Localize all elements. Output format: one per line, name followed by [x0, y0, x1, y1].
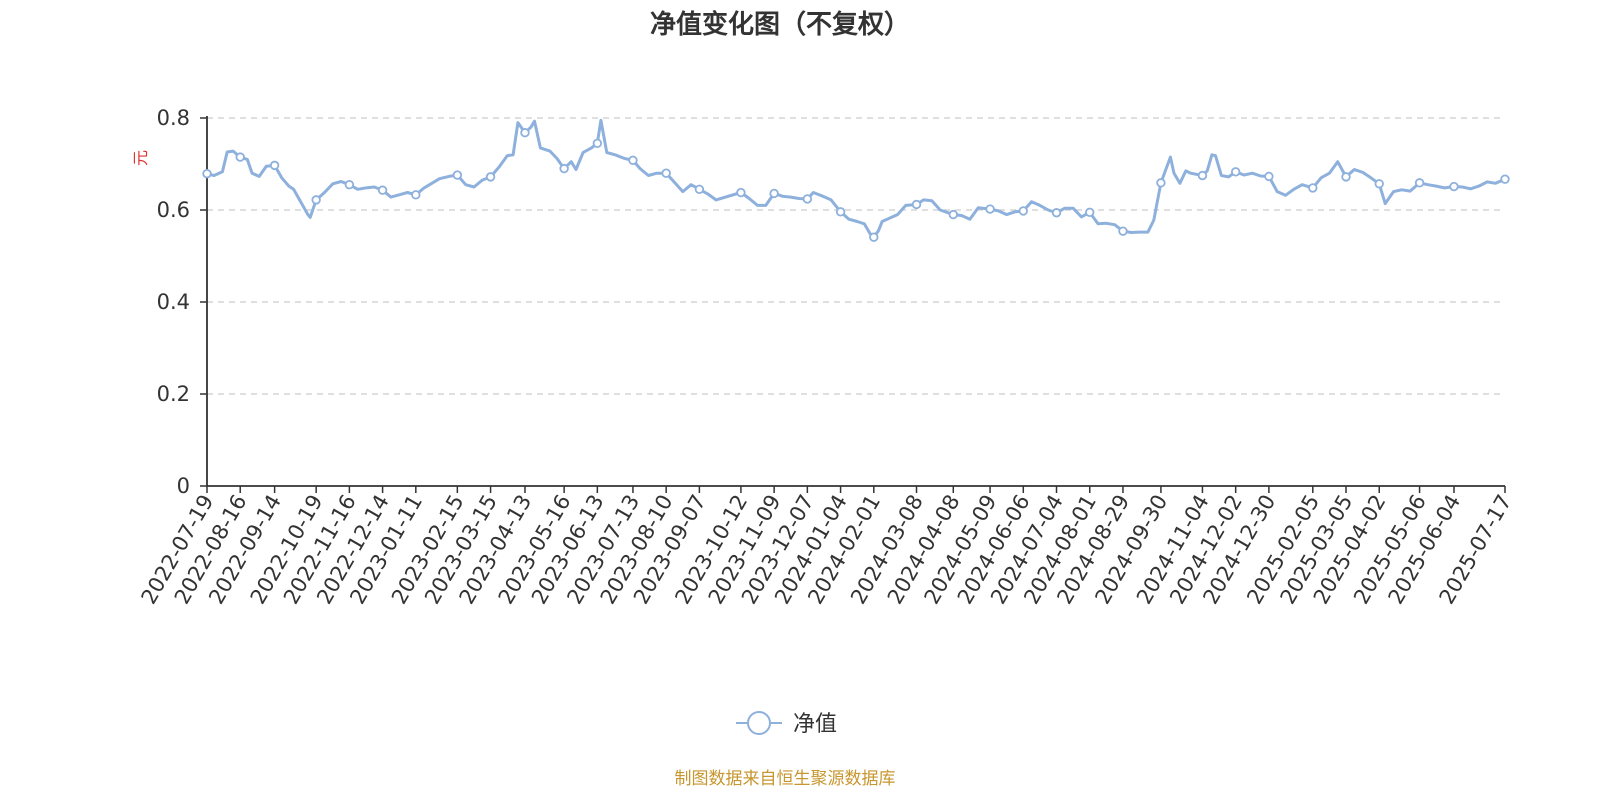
y-tick-label: 0.2 — [157, 382, 190, 406]
data-point — [985, 204, 995, 214]
data-point — [1449, 181, 1459, 192]
data-point — [377, 185, 388, 195]
data-point — [948, 209, 958, 220]
chart-title: 净值变化图（不复权） — [649, 10, 910, 40]
data-point — [1500, 174, 1510, 184]
data-point — [411, 190, 421, 200]
data-point — [559, 163, 569, 174]
data-point — [694, 184, 705, 194]
y-axis-label: 元 — [131, 150, 150, 166]
legend-circle-icon — [747, 711, 771, 735]
data-source-note: 制图数据来自恒生聚源数据库 — [674, 769, 896, 789]
data-point — [592, 138, 603, 148]
y-tick-label: 0 — [177, 474, 190, 498]
series-net-value — [202, 118, 1510, 242]
data-point — [269, 160, 280, 171]
data-point — [769, 188, 779, 199]
data-point — [202, 168, 212, 179]
data-point — [1118, 226, 1128, 236]
legend-label: 净值 — [793, 712, 837, 737]
legend[interactable]: 净值 — [736, 711, 837, 737]
data-point — [311, 195, 321, 205]
data-point — [835, 207, 846, 217]
data-point — [736, 187, 746, 198]
data-point — [1197, 170, 1208, 181]
data-point — [802, 194, 813, 204]
y-tick-label: 0.8 — [157, 106, 190, 130]
data-point — [485, 172, 496, 182]
data-point — [911, 199, 922, 210]
data-point — [235, 152, 245, 162]
data-point — [1156, 178, 1166, 188]
series-line — [205, 118, 1507, 239]
data-point — [1230, 167, 1241, 177]
data-point — [1414, 178, 1425, 188]
data-point — [1051, 208, 1062, 218]
data-point — [628, 155, 638, 166]
data-point — [869, 232, 879, 242]
grid-lines — [207, 117, 1505, 395]
data-point — [344, 179, 355, 190]
y-tick-label: 0.6 — [157, 198, 190, 222]
data-point — [452, 170, 463, 180]
data-point — [1085, 207, 1095, 217]
data-point — [1374, 179, 1384, 189]
data-point — [1341, 172, 1351, 182]
data-point — [520, 128, 530, 138]
data-point — [661, 168, 671, 178]
data-point — [1018, 206, 1028, 216]
data-point — [1308, 183, 1318, 193]
data-point — [1264, 171, 1274, 182]
y-tick-label: 0.4 — [157, 290, 190, 314]
